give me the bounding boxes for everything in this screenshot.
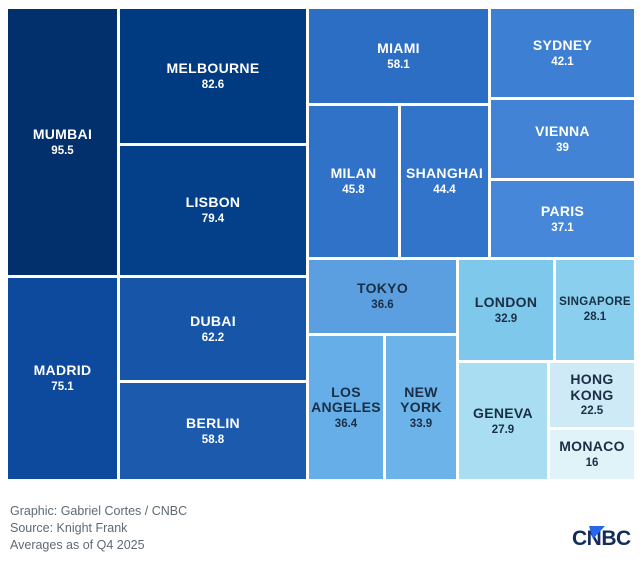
cell-city-label: LISBON	[185, 194, 241, 211]
treemap-cell-paris: PARIS 37.1	[491, 181, 634, 257]
treemap-cell-berlin: BERLIN 58.8	[120, 383, 306, 479]
note-line: Averages as of Q4 2025	[10, 538, 145, 552]
cell-value-label: 58.8	[201, 433, 225, 446]
treemap-cell-sydney: SYDNEY 42.1	[491, 9, 634, 97]
treemap-cell-milan: MILAN 45.8	[309, 106, 398, 257]
cell-value-label: 79.4	[201, 213, 225, 226]
credit-line: Graphic: Gabriel Cortes / CNBC	[10, 504, 188, 518]
cell-value-label: 42.1	[551, 55, 574, 68]
cell-city-label: NEW YORK	[400, 383, 442, 416]
cell-city-label: GENEVA	[473, 404, 533, 421]
treemap-cell-geneva: GENEVA 27.9	[459, 363, 547, 479]
cell-value-label: 36.6	[371, 299, 394, 312]
cell-city-label: MILAN	[330, 165, 377, 182]
cell-city-label: VIENNA	[535, 122, 590, 139]
cell-city-label: MUMBAI	[32, 125, 93, 142]
cell-value-label: 62.2	[201, 331, 225, 344]
treemap-cell-hong-kong: HONG KONG 22.5	[550, 363, 634, 427]
cell-value-label: 45.8	[342, 184, 365, 197]
cell-city-label: MONACO	[559, 438, 625, 455]
source-line: Source: Knight Frank	[10, 521, 128, 535]
treemap-cell-dubai: DUBAI 62.2	[120, 278, 306, 380]
cell-city-label: MELBOURNE	[166, 59, 260, 76]
cell-value-label: 39	[556, 141, 569, 154]
treemap-chart: MUMBAI 95.5 MELBOURNE 82.6 LISBON 79.4 MADRID 7…	[8, 9, 634, 479]
treemap-cell-monaco: MONACO 16	[550, 430, 634, 479]
cell-city-label: MIAMI	[377, 39, 420, 56]
cell-value-label: 32.9	[494, 312, 518, 325]
cell-value-label: 28.1	[583, 311, 607, 324]
treemap-cell-london: LONDON 32.9	[459, 260, 553, 360]
treemap-cell-shanghai: SHANGHAI 44.4	[401, 106, 488, 257]
cell-city-label: SINGAPORE	[559, 296, 631, 309]
treemap-cell-mumbai: MUMBAI 95.5	[8, 9, 117, 275]
treemap-cell-melbourne: MELBOURNE 82.6	[120, 9, 306, 143]
cell-value-label: 44.4	[433, 184, 456, 197]
cell-value-label: 27.9	[491, 423, 515, 436]
cell-value-label: 75.1	[51, 381, 74, 394]
cnbc-logo: CNBC	[572, 524, 636, 552]
cnbc-logo-graphic: CNBC	[572, 526, 631, 550]
cell-value-label: 33.9	[409, 417, 433, 430]
cell-city-label: SHANGHAI	[405, 165, 484, 182]
treemap-cell-vienna: VIENNA 39	[491, 100, 634, 178]
footer-credits: Graphic: Gabriel Cortes / CNBC Source: K…	[10, 503, 187, 554]
cell-city-label: MADRID	[33, 362, 92, 379]
cell-value-label: 37.1	[551, 221, 574, 234]
treemap-cell-lisbon: LISBON 79.4	[120, 146, 306, 275]
treemap-cell-tokyo: TOKYO 36.6	[309, 260, 456, 333]
cell-value-label: 58.1	[387, 58, 410, 71]
treemap-cell-new-york: NEW YORK 33.9	[386, 336, 456, 479]
treemap-cell-madrid: MADRID 75.1	[8, 278, 117, 479]
footer: Graphic: Gabriel Cortes / CNBC Source: K…	[0, 498, 644, 588]
cell-value-label: 16	[585, 457, 599, 470]
cell-city-label: LOS ANGELES	[311, 383, 381, 416]
cell-value-label: 22.5	[580, 405, 604, 418]
treemap-cell-singapore: SINGAPORE 28.1	[556, 260, 634, 360]
cell-city-label: TOKYO	[356, 280, 409, 297]
cell-city-label: BERLIN	[186, 414, 240, 431]
cell-value-label: 36.4	[334, 417, 358, 430]
treemap-cell-los-angeles: LOS ANGELES 36.4	[309, 336, 383, 479]
treemap-cell-miami: MIAMI 58.1	[309, 9, 488, 103]
cell-city-label: LONDON	[474, 293, 538, 310]
cnbc-logo-text: CNBC	[572, 527, 631, 550]
cnbc-peacock-icon	[589, 526, 605, 539]
cell-city-label: PARIS	[540, 202, 585, 219]
cell-value-label: 95.5	[51, 144, 74, 157]
cell-city-label: SYDNEY	[532, 36, 593, 53]
cell-city-label: DUBAI	[190, 312, 236, 329]
cell-value-label: 82.6	[201, 78, 225, 91]
cell-city-label: HONG KONG	[570, 371, 614, 403]
